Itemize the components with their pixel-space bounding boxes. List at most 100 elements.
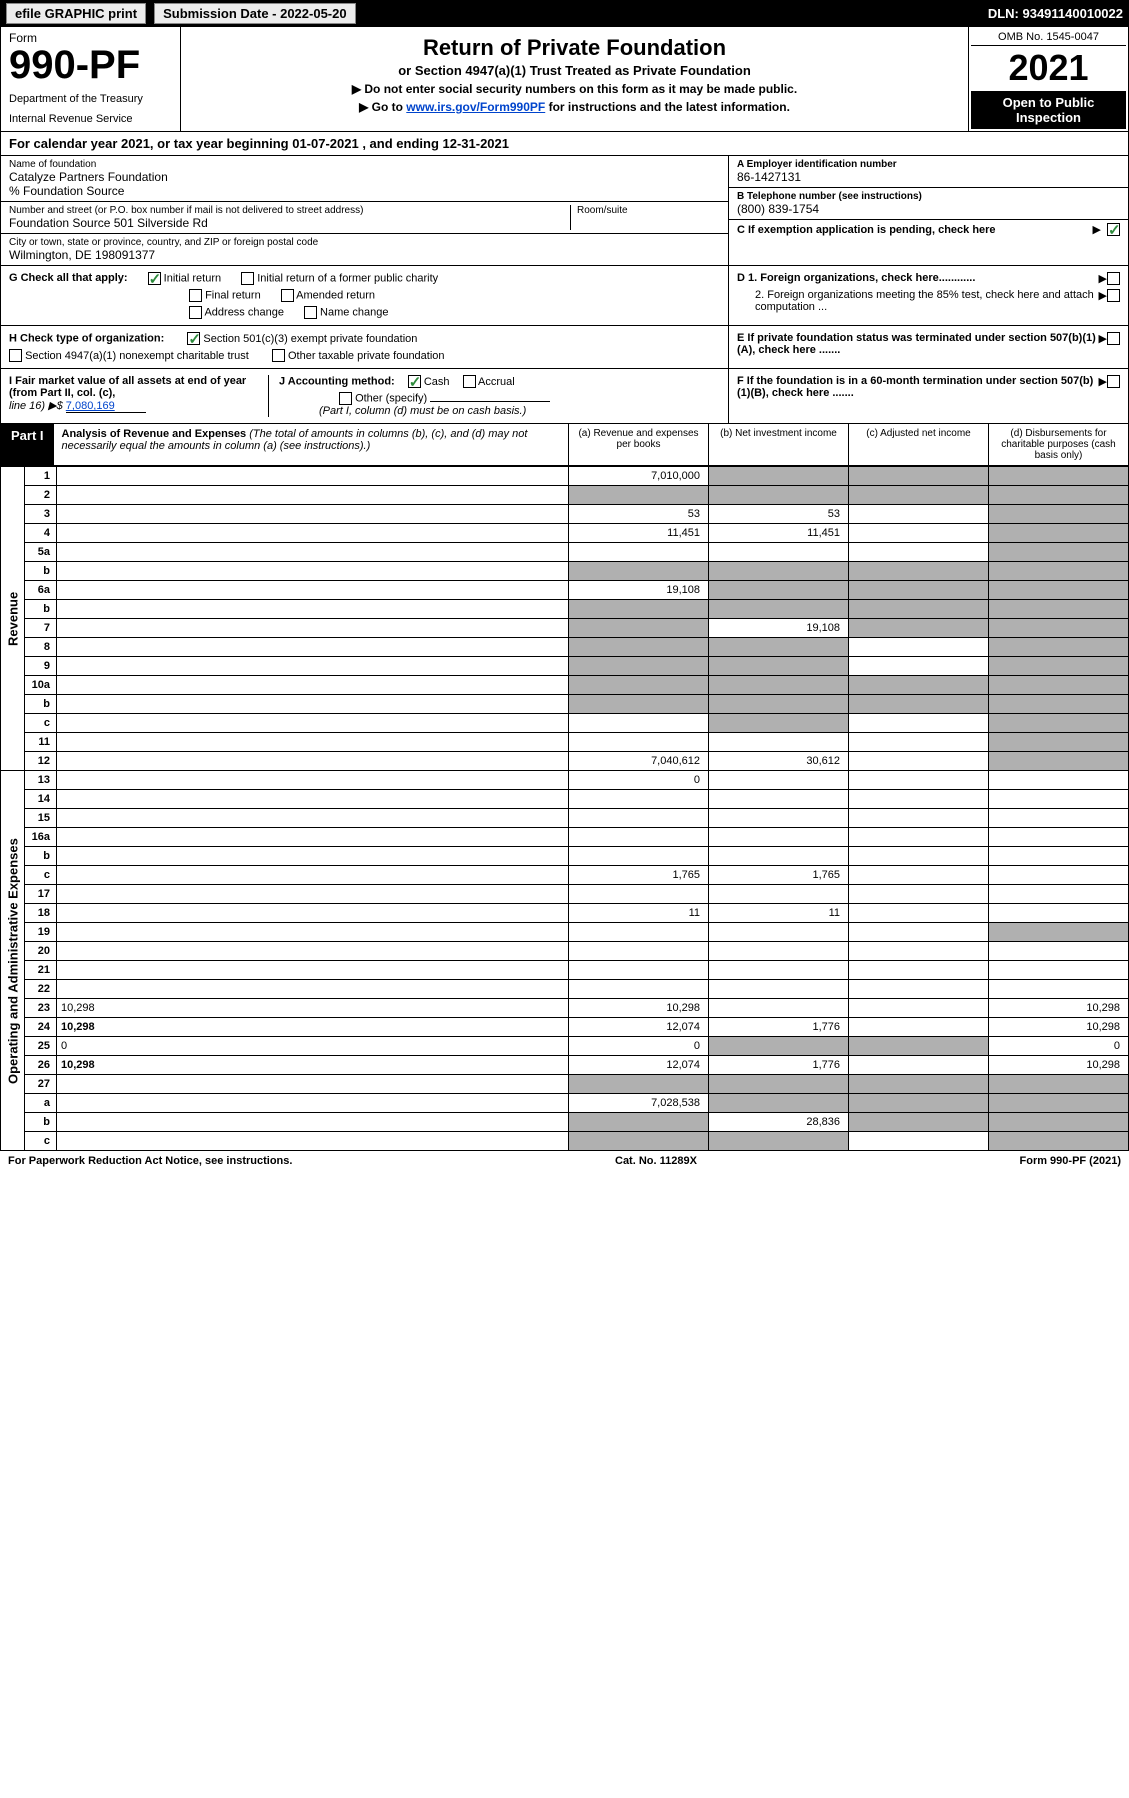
row-number: b [25, 600, 57, 619]
cell-d [989, 543, 1129, 562]
cell-d [989, 961, 1129, 980]
table-row: c [1, 1132, 1129, 1151]
cell-a [569, 1075, 709, 1094]
form-number: 990-PF [9, 45, 172, 85]
501c3-checkbox[interactable] [187, 332, 200, 345]
cell-a [569, 885, 709, 904]
col-c-header: (c) Adjusted net income [848, 424, 988, 465]
cell-b: 19,108 [709, 619, 849, 638]
cell-b: 11,451 [709, 524, 849, 543]
table-row: 2310,29810,29810,298 [1, 999, 1129, 1018]
row-desc [57, 581, 569, 600]
cell-b: 1,776 [709, 1018, 849, 1037]
row-number: 14 [25, 790, 57, 809]
cell-c [849, 505, 989, 524]
row-number: 22 [25, 980, 57, 999]
4947-checkbox[interactable] [9, 349, 22, 362]
cell-a [569, 676, 709, 695]
cell-a [569, 961, 709, 980]
name-change-checkbox[interactable] [304, 306, 317, 319]
amended-return-checkbox[interactable] [281, 289, 294, 302]
row-desc [57, 961, 569, 980]
other-method-checkbox[interactable] [339, 392, 352, 405]
row-number: 1 [25, 467, 57, 486]
form990pf-link[interactable]: www.irs.gov/Form990PF [406, 100, 545, 114]
cell-c [849, 847, 989, 866]
header-right: OMB No. 1545-0047 2021 Open to Public In… [968, 27, 1128, 131]
dln: DLN: 93491140010022 [988, 6, 1123, 21]
cell-c [849, 885, 989, 904]
cell-b [709, 581, 849, 600]
row-desc [57, 1132, 569, 1151]
initial-return-checkbox[interactable] [148, 272, 161, 285]
cell-d [989, 581, 1129, 600]
cell-c [849, 562, 989, 581]
cell-d [989, 1094, 1129, 1113]
fmv-value[interactable]: 7,080,169 [66, 400, 146, 413]
row-desc [57, 1113, 569, 1132]
cell-c [849, 923, 989, 942]
row-number: 24 [25, 1018, 57, 1037]
cell-b [709, 562, 849, 581]
col-b-header: (b) Net investment income [708, 424, 848, 465]
cell-a: 10,298 [569, 999, 709, 1018]
cell-a [569, 1132, 709, 1151]
terminated-checkbox[interactable] [1107, 332, 1120, 345]
cash-checkbox[interactable] [408, 375, 421, 388]
foreign-org-checkbox[interactable] [1107, 272, 1120, 285]
table-row: b28,836 [1, 1113, 1129, 1132]
cell-c [849, 524, 989, 543]
exemption-checkbox[interactable] [1107, 223, 1120, 236]
efile-button[interactable]: efile GRAPHIC print [6, 3, 146, 24]
row-number: c [25, 866, 57, 885]
cell-c [849, 752, 989, 771]
initial-former-checkbox[interactable] [241, 272, 254, 285]
table-row: 35353 [1, 505, 1129, 524]
cell-c [849, 942, 989, 961]
header-left: Form 990-PF Department of the Treasury I… [1, 27, 181, 131]
open-public: Open to Public Inspection [971, 91, 1126, 129]
cell-c [849, 771, 989, 790]
table-row: 6a19,108 [1, 581, 1129, 600]
row-number: 19 [25, 923, 57, 942]
60month-checkbox[interactable] [1107, 375, 1120, 388]
final-return-checkbox[interactable] [189, 289, 202, 302]
foreign-85-checkbox[interactable] [1107, 289, 1120, 302]
table-row: 2 [1, 486, 1129, 505]
table-row: 2610,29812,0741,77610,298 [1, 1056, 1129, 1075]
table-row: 11 [1, 733, 1129, 752]
cell-d [989, 771, 1129, 790]
cell-d [989, 809, 1129, 828]
table-row: 411,45111,451 [1, 524, 1129, 543]
table-row: 9 [1, 657, 1129, 676]
row-number: 9 [25, 657, 57, 676]
cell-a [569, 828, 709, 847]
cell-a: 12,074 [569, 1018, 709, 1037]
cell-c [849, 1037, 989, 1056]
table-row: Operating and Administrative Expenses130 [1, 771, 1129, 790]
row-number: 12 [25, 752, 57, 771]
cell-c [849, 486, 989, 505]
row-number: a [25, 1094, 57, 1113]
row-desc [57, 562, 569, 581]
cell-a [569, 790, 709, 809]
side-label: Operating and Administrative Expenses [1, 771, 25, 1151]
cell-a [569, 600, 709, 619]
cell-b: 1,765 [709, 866, 849, 885]
row-desc [57, 1075, 569, 1094]
accrual-checkbox[interactable] [463, 375, 476, 388]
address-change-checkbox[interactable] [189, 306, 202, 319]
top-bar: efile GRAPHIC print Submission Date - 20… [0, 0, 1129, 27]
other-taxable-checkbox[interactable] [272, 349, 285, 362]
cell-c [849, 714, 989, 733]
cell-b [709, 543, 849, 562]
street-address: Foundation Source 501 Silverside Rd [9, 216, 570, 230]
row-desc [57, 752, 569, 771]
row-desc [57, 695, 569, 714]
page-footer: For Paperwork Reduction Act Notice, see … [0, 1151, 1129, 1171]
row-desc [57, 600, 569, 619]
cell-c [849, 1018, 989, 1037]
cell-b [709, 714, 849, 733]
cell-a [569, 923, 709, 942]
cat-number: Cat. No. 11289X [615, 1155, 697, 1167]
